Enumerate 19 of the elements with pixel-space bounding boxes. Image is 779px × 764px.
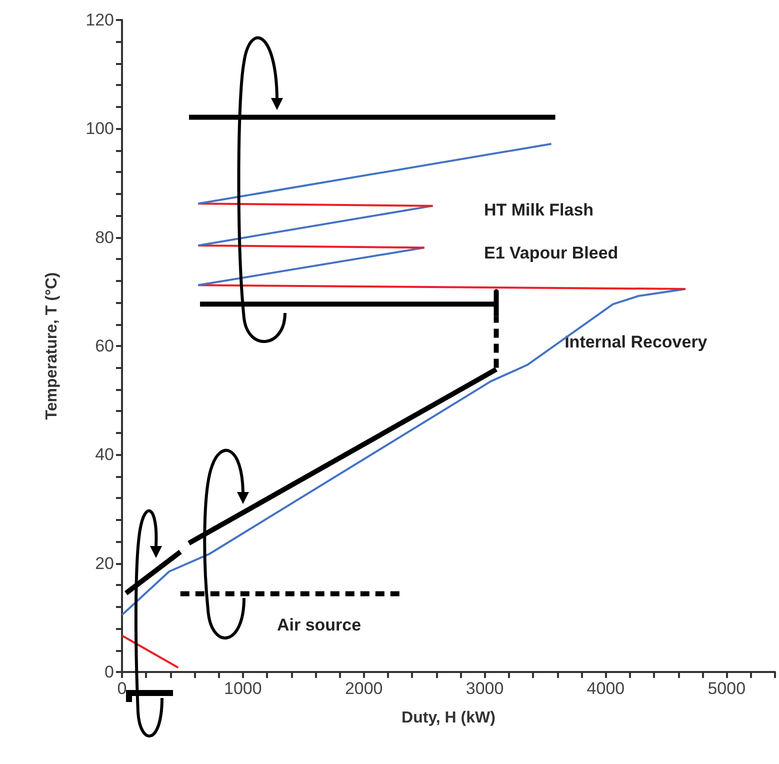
y-tick-label: 0	[104, 662, 114, 682]
x-tick-label: 0	[117, 679, 127, 698]
y-tick-label: 20	[95, 554, 114, 573]
y-axis-title: Temperature, T (°C)	[44, 272, 60, 420]
annotation: Internal Recovery	[564, 332, 708, 352]
x-tick-label: 2000	[344, 679, 383, 698]
x-tick-label: 1000	[224, 679, 262, 698]
annotation: E1 Vapour Bleed	[484, 244, 618, 262]
y-tick-label: 120	[86, 10, 114, 30]
y-tick-label: 100	[86, 119, 114, 138]
x-tick-label: 4000	[586, 679, 625, 698]
y-tick-label: 60	[95, 336, 114, 356]
x-tick-label: 3000	[466, 679, 504, 698]
annotation: HT Milk Flash	[484, 200, 594, 220]
annotation: Air source	[277, 616, 362, 634]
x-axis-title: Duty, H (kW)	[402, 710, 496, 726]
x-tick-label: 5000	[708, 679, 746, 698]
y-tick-label: 80	[95, 228, 114, 247]
y-tick-label: 40	[95, 445, 114, 464]
